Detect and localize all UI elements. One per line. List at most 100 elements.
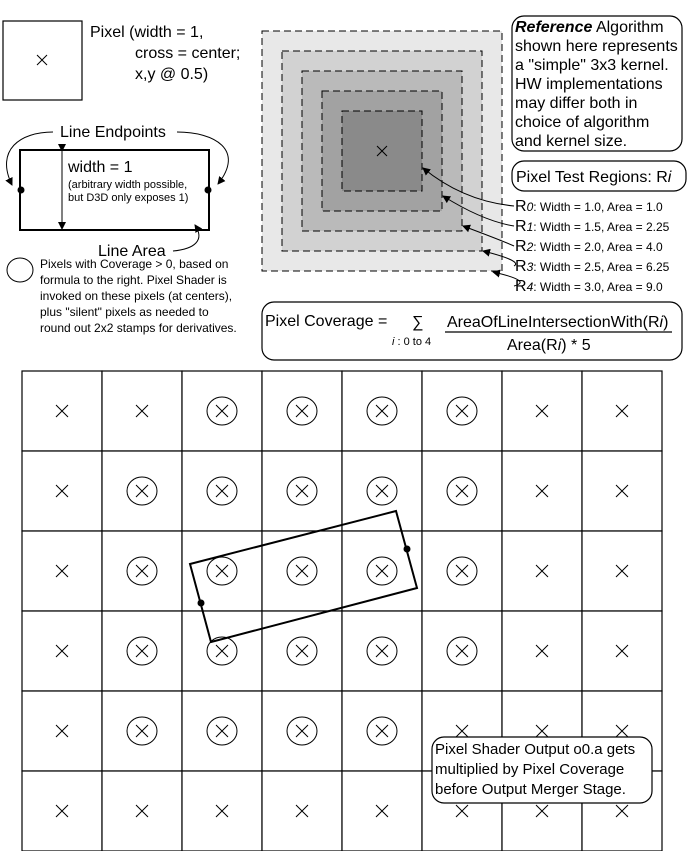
covered-pixel-circle-icon [206,476,238,506]
line-area-polygon [188,509,419,644]
pixel-center-cross-icon [375,724,389,738]
pixel-center-cross-icon [535,724,549,738]
region-label-r1: R1: Width = 1.5, Area = 2.25 [515,218,670,235]
line-endpoint-dot [403,545,411,553]
line-area-label: Line Area [98,243,166,260]
line-endpoint-dot [17,186,25,194]
coverage-legend-text: Pixels with Coverage > 0, based on formu… [40,257,237,335]
pixel-center-cross-icon [615,644,629,658]
covered-pixel-circle-icon [366,556,398,586]
covered-pixel-circle-icon [286,556,318,586]
pixel-center-cross-icon [135,484,149,498]
covered-pixel-circle-icon [286,476,318,506]
covered-pixel-circle-icon [206,636,238,666]
formula-range: i : 0 to 4 [392,336,431,348]
region-label-r3: R3: Width = 2.5, Area = 6.25 [515,258,670,275]
pixel-cell [101,690,183,772]
covered-pixel-circle-icon [286,716,318,746]
pixel-center-cross-icon [55,484,69,498]
pixel-cell [21,370,103,452]
covered-pixel-circle-icon [126,636,158,666]
pixel-test-regions [261,30,503,272]
line-area-arrow [172,224,203,252]
pixel-cell [181,530,263,612]
covered-pixel-circle-icon [126,556,158,586]
pixel-legend-line3: x,y @ 0.5) [135,66,208,83]
pixel-center-cross-icon [135,804,149,818]
pixel-cell [261,610,343,692]
pixel-cell [181,690,263,772]
pixel-cell [501,450,583,532]
rasterized-line [188,509,419,644]
pixel-center-cross-icon [455,404,469,418]
width-note-1: (arbitrary width possible, [68,179,187,191]
line-area-rect [19,149,210,231]
pixel-cell [261,450,343,532]
pixel-cell [501,530,583,612]
region-labels: R0: Width = 1.0, Area = 1.0 R1: Width = 1… [422,167,670,295]
pixel-center-cross-icon [135,564,149,578]
svg-text:Pixel Test Regions: Ri: Pixel Test Regions: Ri [516,169,672,186]
pixel-center-cross-icon [455,644,469,658]
pixel-center-cross-icon [535,404,549,418]
pixel-cell [581,610,663,692]
pixel-cell [21,530,103,612]
covered-pixel-circle-icon [446,476,478,506]
pixel-center-cross-icon [615,564,629,578]
covered-pixel-circle-icon [446,636,478,666]
pixel-center-cross-icon [535,804,549,818]
covered-pixel-circle-icon [446,396,478,426]
pixel-center-cross-icon [215,804,229,818]
pixel-center-cross-icon [615,484,629,498]
pixel-center-cross-icon [295,804,309,818]
pixel-center-cross-icon [295,644,309,658]
covered-pixel-circle-icon [366,476,398,506]
pixel-center-cross-icon [215,404,229,418]
pixel-center-cross-icon [135,644,149,658]
pixel-center-cross-icon [295,484,309,498]
pixel-center-cross-icon [55,564,69,578]
covered-pixel-circle-icon [286,636,318,666]
pixel-cell [21,450,103,532]
pixel-cell [181,610,263,692]
covered-pixel-circle-icon [366,636,398,666]
pixel-center-cross-icon [375,404,389,418]
pixel-cell [21,610,103,692]
reference-bold: Reference [515,19,592,36]
test-regions-title: Pixel Test Regions: Ri [511,160,687,192]
pixel-center-cross-icon [215,644,229,658]
line-endpoint-dot [204,186,212,194]
pixel-center-cross-icon [55,804,69,818]
pixel-cell [501,370,583,452]
pixel-cell [21,770,103,851]
pixel-cell [581,530,663,612]
covered-pixel-circle-icon [126,476,158,506]
endpoint-arrow-left [5,131,54,186]
pixel-cell [501,610,583,692]
pixel-cell [101,770,183,851]
covered-pixel-circle-icon [366,716,398,746]
covered-pixel-circle-icon [446,556,478,586]
width-label: width = 1 [67,159,133,176]
pixel-cell [101,370,183,452]
pixel-center-cross-icon [215,724,229,738]
pixel-center-cross-icon [215,484,229,498]
pixel-cell [261,370,343,452]
svg-text:Pixel Shader Output o0.a gets: Pixel Shader Output o0.a gets multiplied… [435,741,639,798]
pixel-cell [181,450,263,532]
output-note: Pixel Shader Output o0.a gets multiplied… [431,736,653,804]
formula-denominator: Area(Ri) * 5 [507,337,591,354]
covered-pixel-circle-icon [286,396,318,426]
pixel-cell [421,610,503,692]
pixel-center-cross-icon [36,54,48,66]
pixel-cell [341,610,423,692]
covered-pixel-circle-icon [206,556,238,586]
region-arrow [422,167,515,207]
pixel-cell [341,770,423,851]
pixel-center-cross-icon [615,404,629,418]
pixel-center-cross-icon [455,484,469,498]
pixel-center-cross-icon [455,804,469,818]
covered-pixel-circle-icon [126,716,158,746]
pixel-center-cross-icon [455,724,469,738]
pixel-cell [101,530,183,612]
